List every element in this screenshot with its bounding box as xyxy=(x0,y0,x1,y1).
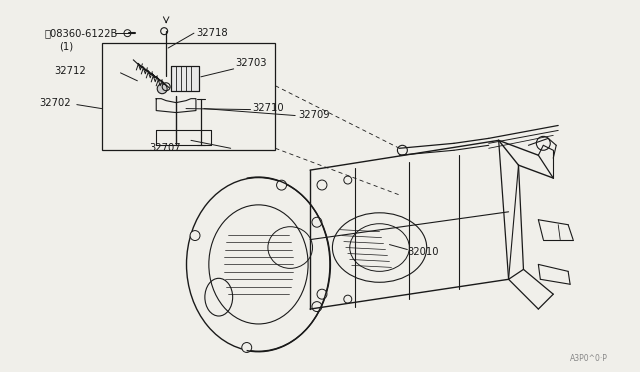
Circle shape xyxy=(397,145,407,155)
Text: 32010: 32010 xyxy=(407,247,439,257)
Circle shape xyxy=(124,30,131,36)
Text: 32709: 32709 xyxy=(298,109,330,119)
Bar xyxy=(171,66,199,91)
Circle shape xyxy=(157,84,167,94)
Circle shape xyxy=(317,289,327,299)
Circle shape xyxy=(190,231,200,241)
Circle shape xyxy=(276,180,287,190)
Text: 32703: 32703 xyxy=(236,58,267,68)
Text: Ⓝ08360-6122B: Ⓝ08360-6122B xyxy=(44,28,118,38)
Circle shape xyxy=(242,343,252,352)
Text: 32718: 32718 xyxy=(196,28,228,38)
Text: 32707: 32707 xyxy=(149,143,181,153)
Circle shape xyxy=(344,176,352,184)
Circle shape xyxy=(317,180,327,190)
Bar xyxy=(102,43,275,150)
Text: 32712: 32712 xyxy=(54,66,86,76)
Circle shape xyxy=(161,28,168,35)
Text: (1): (1) xyxy=(59,41,73,51)
Circle shape xyxy=(312,217,322,227)
Circle shape xyxy=(312,302,322,312)
Text: 32702: 32702 xyxy=(39,97,71,108)
Text: A3P0^0·P: A3P0^0·P xyxy=(570,354,608,363)
Text: 32710: 32710 xyxy=(253,103,284,113)
Circle shape xyxy=(536,137,550,150)
Circle shape xyxy=(344,295,352,303)
